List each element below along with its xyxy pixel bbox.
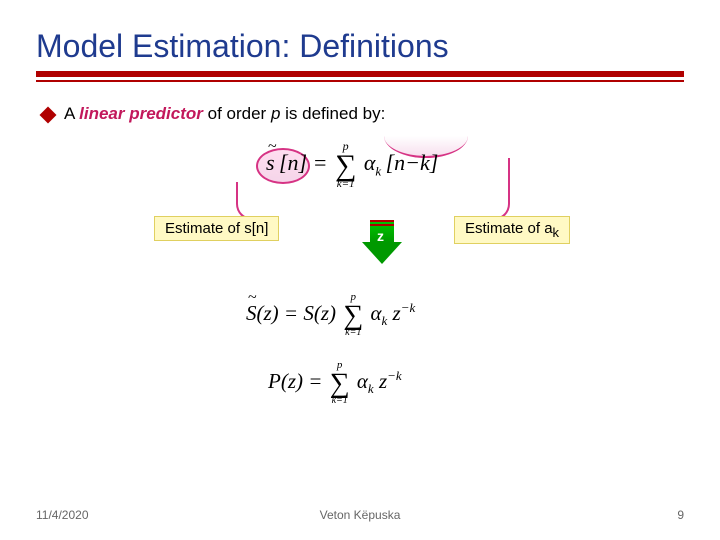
equation-2: S(z) = S(z) p ∑ k=1 αk z−k — [246, 292, 415, 338]
equation-1: s [n] = p ∑ k=1 αk [n−k] — [266, 140, 438, 190]
connector-left — [236, 182, 274, 220]
equations-area: s [n] = p ∑ k=1 αk [n−k] Estimate of s[n… — [36, 124, 684, 484]
term-linear-predictor: linear predictor — [79, 104, 203, 123]
arrow-label-z: z — [377, 228, 384, 244]
footer-page-number: 9 — [677, 508, 684, 522]
connector-right — [456, 158, 510, 220]
footer-date: 11/4/2020 — [36, 508, 89, 522]
footer-author: Veton Këpuska — [320, 508, 401, 522]
slide-footer: 11/4/2020 Veton Këpuska 9 — [36, 508, 684, 522]
label-estimate-sn: Estimate of s[n] — [154, 216, 279, 241]
equation-3: P(z) = p ∑ k=1 αk z−k — [268, 360, 402, 406]
bullet-diamond-icon — [40, 107, 57, 124]
title-rule-thick — [36, 71, 684, 77]
z-transform-arrow: z — [362, 220, 402, 268]
bullet-text: A linear predictor of order p is defined… — [64, 104, 385, 124]
title-rule-thin — [36, 80, 684, 82]
label-estimate-ak: Estimate of ak — [454, 216, 570, 244]
slide-title: Model Estimation: Definitions — [36, 28, 684, 65]
bullet-item: A linear predictor of order p is defined… — [36, 104, 684, 124]
